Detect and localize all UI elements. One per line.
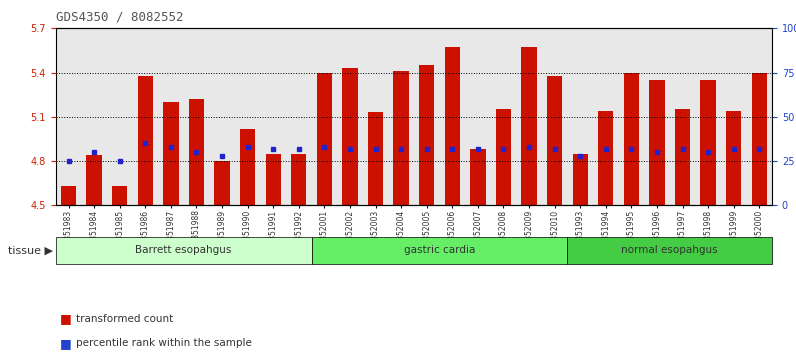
Bar <box>87 155 102 205</box>
Bar <box>598 111 614 205</box>
Bar <box>496 109 511 205</box>
Bar <box>751 73 767 205</box>
Text: gastric cardia: gastric cardia <box>404 245 475 256</box>
Bar <box>291 154 306 205</box>
Text: tissue ▶: tissue ▶ <box>8 245 53 256</box>
Bar <box>163 102 178 205</box>
Bar <box>393 71 409 205</box>
Bar <box>342 68 357 205</box>
Bar <box>112 186 127 205</box>
Bar <box>445 47 460 205</box>
Bar <box>521 47 537 205</box>
Bar <box>624 73 639 205</box>
Bar <box>675 109 690 205</box>
Bar <box>60 186 76 205</box>
Bar <box>726 111 741 205</box>
Bar <box>189 99 204 205</box>
Bar <box>650 80 665 205</box>
Text: percentile rank within the sample: percentile rank within the sample <box>76 338 252 348</box>
Bar <box>419 65 435 205</box>
Bar <box>317 73 332 205</box>
Text: ■: ■ <box>60 337 72 350</box>
Text: ■: ■ <box>60 312 72 325</box>
Bar <box>547 75 562 205</box>
Bar <box>368 113 383 205</box>
Bar <box>470 149 486 205</box>
Bar <box>700 80 716 205</box>
Text: normal esopahgus: normal esopahgus <box>622 245 718 256</box>
Bar <box>572 154 588 205</box>
Bar <box>266 154 281 205</box>
Text: GDS4350 / 8082552: GDS4350 / 8082552 <box>56 11 183 24</box>
Bar <box>214 161 230 205</box>
Text: transformed count: transformed count <box>76 314 173 324</box>
Bar <box>240 129 256 205</box>
Bar <box>138 75 153 205</box>
Text: Barrett esopahgus: Barrett esopahgus <box>135 245 232 256</box>
